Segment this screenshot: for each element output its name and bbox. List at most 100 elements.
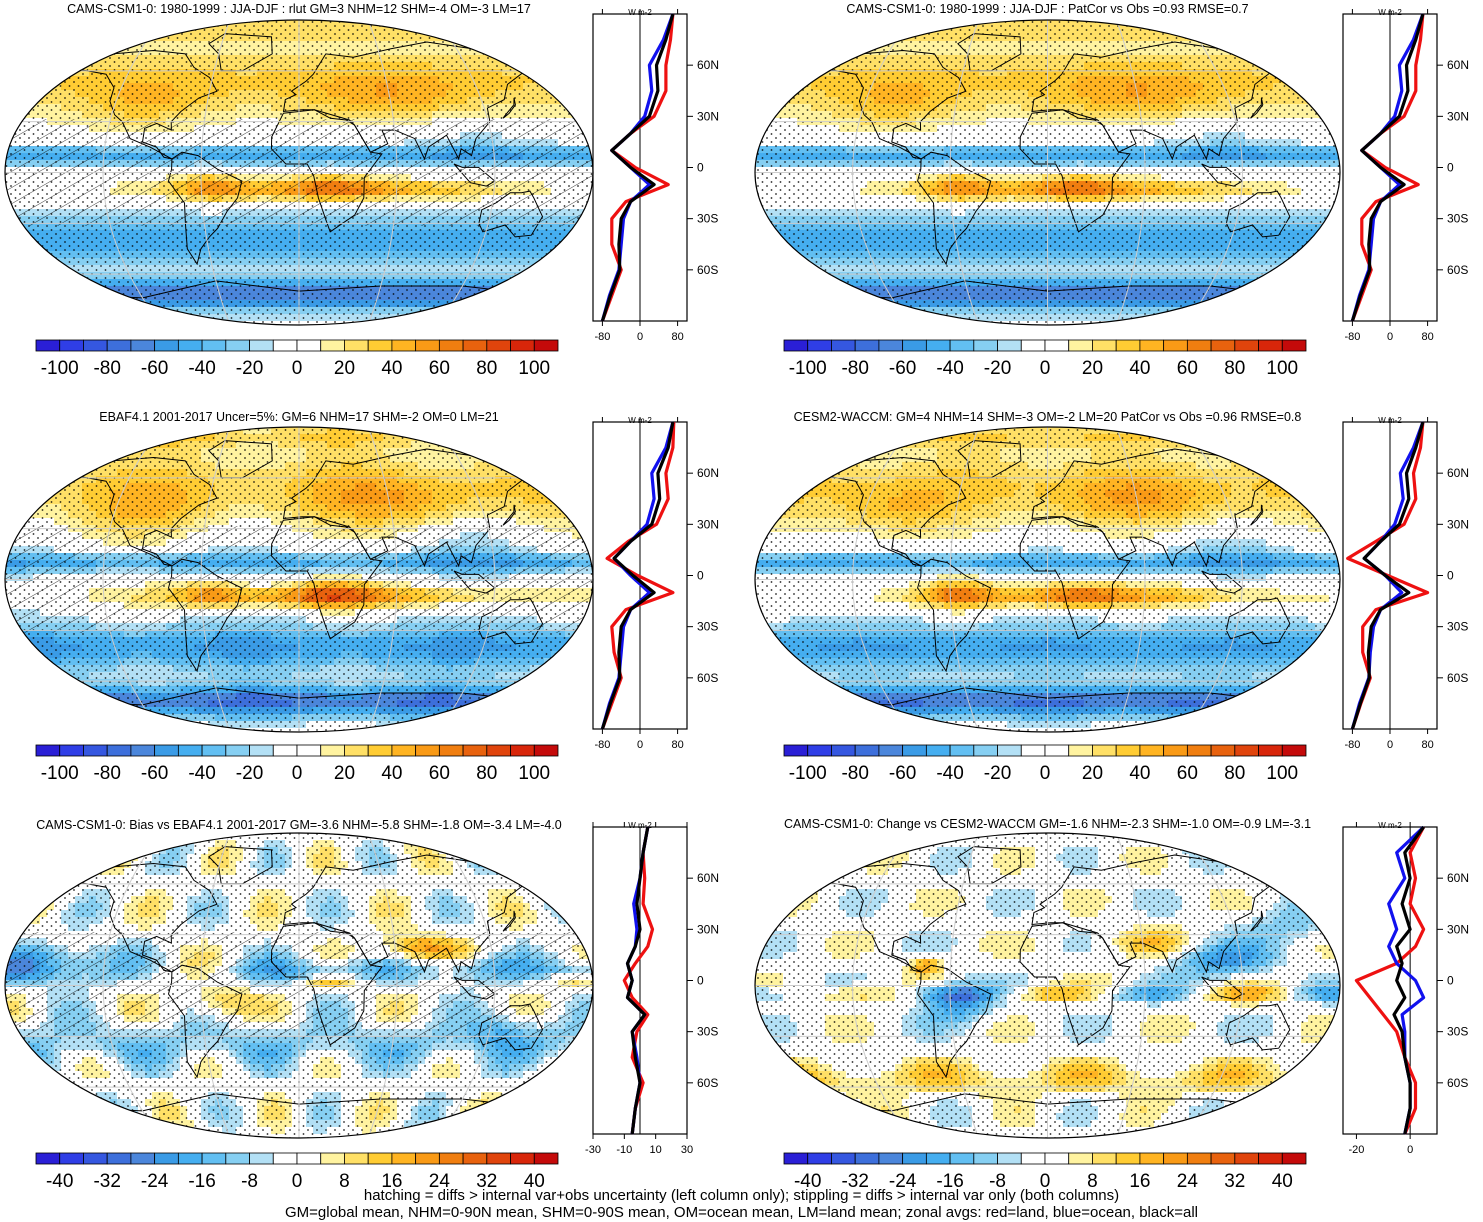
colorbar-label: -100 xyxy=(41,763,79,784)
colorbar-swatch xyxy=(463,745,487,756)
lat-tick-label: 60N xyxy=(1447,466,1469,480)
colorbar-swatch xyxy=(487,1153,511,1164)
x-tick-label: -80 xyxy=(594,739,610,751)
colorbar-swatch xyxy=(107,1153,131,1164)
colorbar-swatch xyxy=(178,1153,202,1164)
colorbar-swatch xyxy=(1069,745,1093,756)
lat-tick-label: 60N xyxy=(697,58,719,72)
colorbar-swatch xyxy=(808,1153,832,1164)
x-tick-label: 0 xyxy=(1407,1144,1413,1156)
colorbar-swatch xyxy=(998,340,1022,351)
x-tick-label: -30 xyxy=(585,1144,601,1156)
x-tick-label: 0 xyxy=(637,331,643,343)
colorbar-swatch xyxy=(784,745,808,756)
zonal-line-red xyxy=(602,14,673,321)
colorbar-label: 100 xyxy=(518,763,550,784)
lat-tick-label: 60N xyxy=(697,466,719,480)
lat-tick-label: 30S xyxy=(697,1025,718,1039)
panel-title: CAMS-CSM1-0: Bias vs EBAF4.1 2001-2017 G… xyxy=(36,818,562,832)
colorbar-label: -60 xyxy=(889,358,916,379)
colorbar-swatch xyxy=(226,745,250,756)
colorbar-swatch xyxy=(392,745,416,756)
panel-title: EBAF4.1 2001-2017 Uncer=5%: GM=6 NHM=17 … xyxy=(99,410,499,424)
colorbar-swatch xyxy=(1045,745,1069,756)
panel-5: CAMS-CSM1-0: Bias vs EBAF4.1 2001-2017 G… xyxy=(5,818,719,1192)
lat-tick-label: 30N xyxy=(697,109,719,123)
colorbar-swatch xyxy=(344,745,368,756)
lat-tick-label: 30S xyxy=(697,212,718,226)
panel-4: CESM2-WACCM: GM=4 NHM=14 SHM=-3 OM=-2 LM… xyxy=(755,410,1469,784)
colorbar-label: -100 xyxy=(789,763,827,784)
colorbar-swatch xyxy=(879,745,903,756)
colorbar-swatch xyxy=(1187,1153,1211,1164)
colorbar-swatch xyxy=(392,1153,416,1164)
colorbar-swatch xyxy=(1164,745,1188,756)
colorbar-swatch xyxy=(344,340,368,351)
x-tick-label: 80 xyxy=(1421,331,1433,343)
lat-tick-label: 30S xyxy=(697,620,718,634)
colorbar-label: 40 xyxy=(1129,358,1150,379)
colorbar-swatch xyxy=(511,745,535,756)
colorbar-swatch xyxy=(1045,1153,1069,1164)
colorbar-swatch xyxy=(511,340,535,351)
colorbar-swatch xyxy=(1164,1153,1188,1164)
panel-6: CAMS-CSM1-0: Change vs CESM2-WACCM GM=-1… xyxy=(755,817,1469,1192)
colorbar-swatch xyxy=(1140,1153,1164,1164)
x-tick-label: 0 xyxy=(1387,739,1393,751)
colorbar-swatch xyxy=(297,340,321,351)
colorbar-swatch xyxy=(487,340,511,351)
lat-tick-label: 0 xyxy=(1447,161,1454,175)
colorbar-swatch xyxy=(321,745,345,756)
colorbar-swatch xyxy=(998,745,1022,756)
colorbar-swatch xyxy=(855,340,879,351)
colorbar-swatch xyxy=(534,745,558,756)
colorbar-swatch xyxy=(950,340,974,351)
colorbar-label: 20 xyxy=(334,358,355,379)
colorbar-swatch xyxy=(831,1153,855,1164)
lat-tick-label: 30N xyxy=(1447,922,1469,936)
zonal-line-black xyxy=(1352,422,1423,729)
colorbar-swatch xyxy=(178,340,202,351)
colorbar-label: -40 xyxy=(188,763,215,784)
x-tick-label: 80 xyxy=(671,739,683,751)
colorbar-swatch xyxy=(534,340,558,351)
x-tick-label: 30 xyxy=(681,1144,693,1156)
colorbar-swatch xyxy=(60,745,84,756)
colorbar-swatch xyxy=(1092,1153,1116,1164)
lat-tick-label: 30S xyxy=(1447,620,1468,634)
colorbar-swatch xyxy=(1259,340,1283,351)
footer-line-1: hatching = diffs > internal var+obs unce… xyxy=(0,1187,1483,1205)
colorbar-swatch xyxy=(1092,745,1116,756)
colorbar-swatch xyxy=(250,340,274,351)
panel-3: EBAF4.1 2001-2017 Uncer=5%: GM=6 NHM=17 … xyxy=(5,410,719,784)
colorbar-swatch xyxy=(178,745,202,756)
colorbar-swatch xyxy=(1187,745,1211,756)
colorbar-swatch xyxy=(368,340,392,351)
colorbar-swatch xyxy=(155,340,179,351)
colorbar-label: -100 xyxy=(789,358,827,379)
lat-tick-label: 60N xyxy=(1447,871,1469,885)
x-tick-label: -80 xyxy=(1344,739,1360,751)
colorbar-swatch xyxy=(439,340,463,351)
colorbar-swatch xyxy=(511,1153,535,1164)
colorbar-swatch xyxy=(926,340,950,351)
colorbar-label: 60 xyxy=(1177,763,1198,784)
colorbar-swatch xyxy=(60,340,84,351)
colorbar-swatch xyxy=(1282,1153,1306,1164)
colorbar-label: 0 xyxy=(1040,358,1051,379)
colorbar-label: 80 xyxy=(476,763,497,784)
colorbar-swatch xyxy=(808,340,832,351)
colorbar-label: 0 xyxy=(1040,763,1051,784)
colorbar-swatch xyxy=(297,745,321,756)
colorbar-swatch xyxy=(1116,1153,1140,1164)
colorbar-swatch xyxy=(439,1153,463,1164)
world-map xyxy=(5,833,594,1142)
colorbar-swatch xyxy=(107,745,131,756)
colorbar-swatch xyxy=(273,745,297,756)
colorbar-swatch xyxy=(879,340,903,351)
colorbar-swatch xyxy=(226,340,250,351)
colorbar-swatch xyxy=(463,340,487,351)
